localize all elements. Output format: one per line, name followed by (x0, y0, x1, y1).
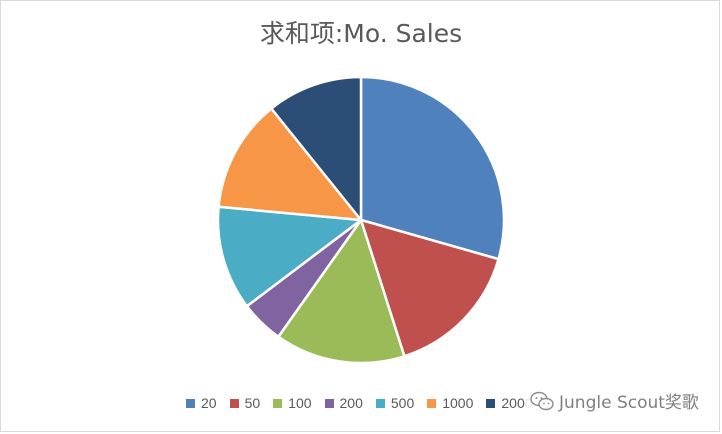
legend-label: 500 (390, 395, 415, 411)
chart-legend: 20 50 100 200 500 1000 2000 (186, 395, 546, 411)
legend-label: 20 (201, 395, 217, 411)
legend-swatch (229, 398, 239, 408)
legend-item-100: 100 (273, 395, 312, 411)
pie-slice-20 (359, 75, 506, 261)
legend-swatch (375, 398, 385, 408)
legend-item-200: 200 (324, 395, 363, 411)
legend-item-50: 50 (229, 395, 261, 411)
legend-item-20: 20 (186, 395, 217, 411)
pie-slice-50 (359, 218, 500, 358)
legend-label: 1000 (442, 395, 474, 411)
pie-slice-100 (277, 218, 406, 365)
legend-swatch (427, 398, 437, 408)
legend-swatch (486, 398, 496, 408)
chart-title: 求和项:Mo. Sales (259, 19, 463, 48)
legend-label: 50 (244, 395, 261, 411)
legend-swatch (324, 398, 334, 408)
legend-label: 100 (288, 395, 312, 411)
legend-item-1000: 1000 (427, 395, 473, 411)
legend-label: 200 (339, 395, 363, 411)
watermark-text: Jungle Scout奖歌 (559, 393, 699, 413)
pie-slice-2000 (270, 75, 363, 222)
pie-slice-1000 (217, 107, 363, 222)
pie-slice-500 (216, 205, 363, 308)
legend-item-2000: 2000 (486, 395, 533, 411)
legend-item-500: 500 (375, 395, 415, 411)
legend-swatch (186, 398, 195, 408)
legend-label: 2000 (501, 395, 533, 411)
wechat-icon (530, 391, 554, 410)
legend-swatch (273, 398, 283, 408)
watermark: Jungle Scout奖歌 (525, 386, 703, 415)
